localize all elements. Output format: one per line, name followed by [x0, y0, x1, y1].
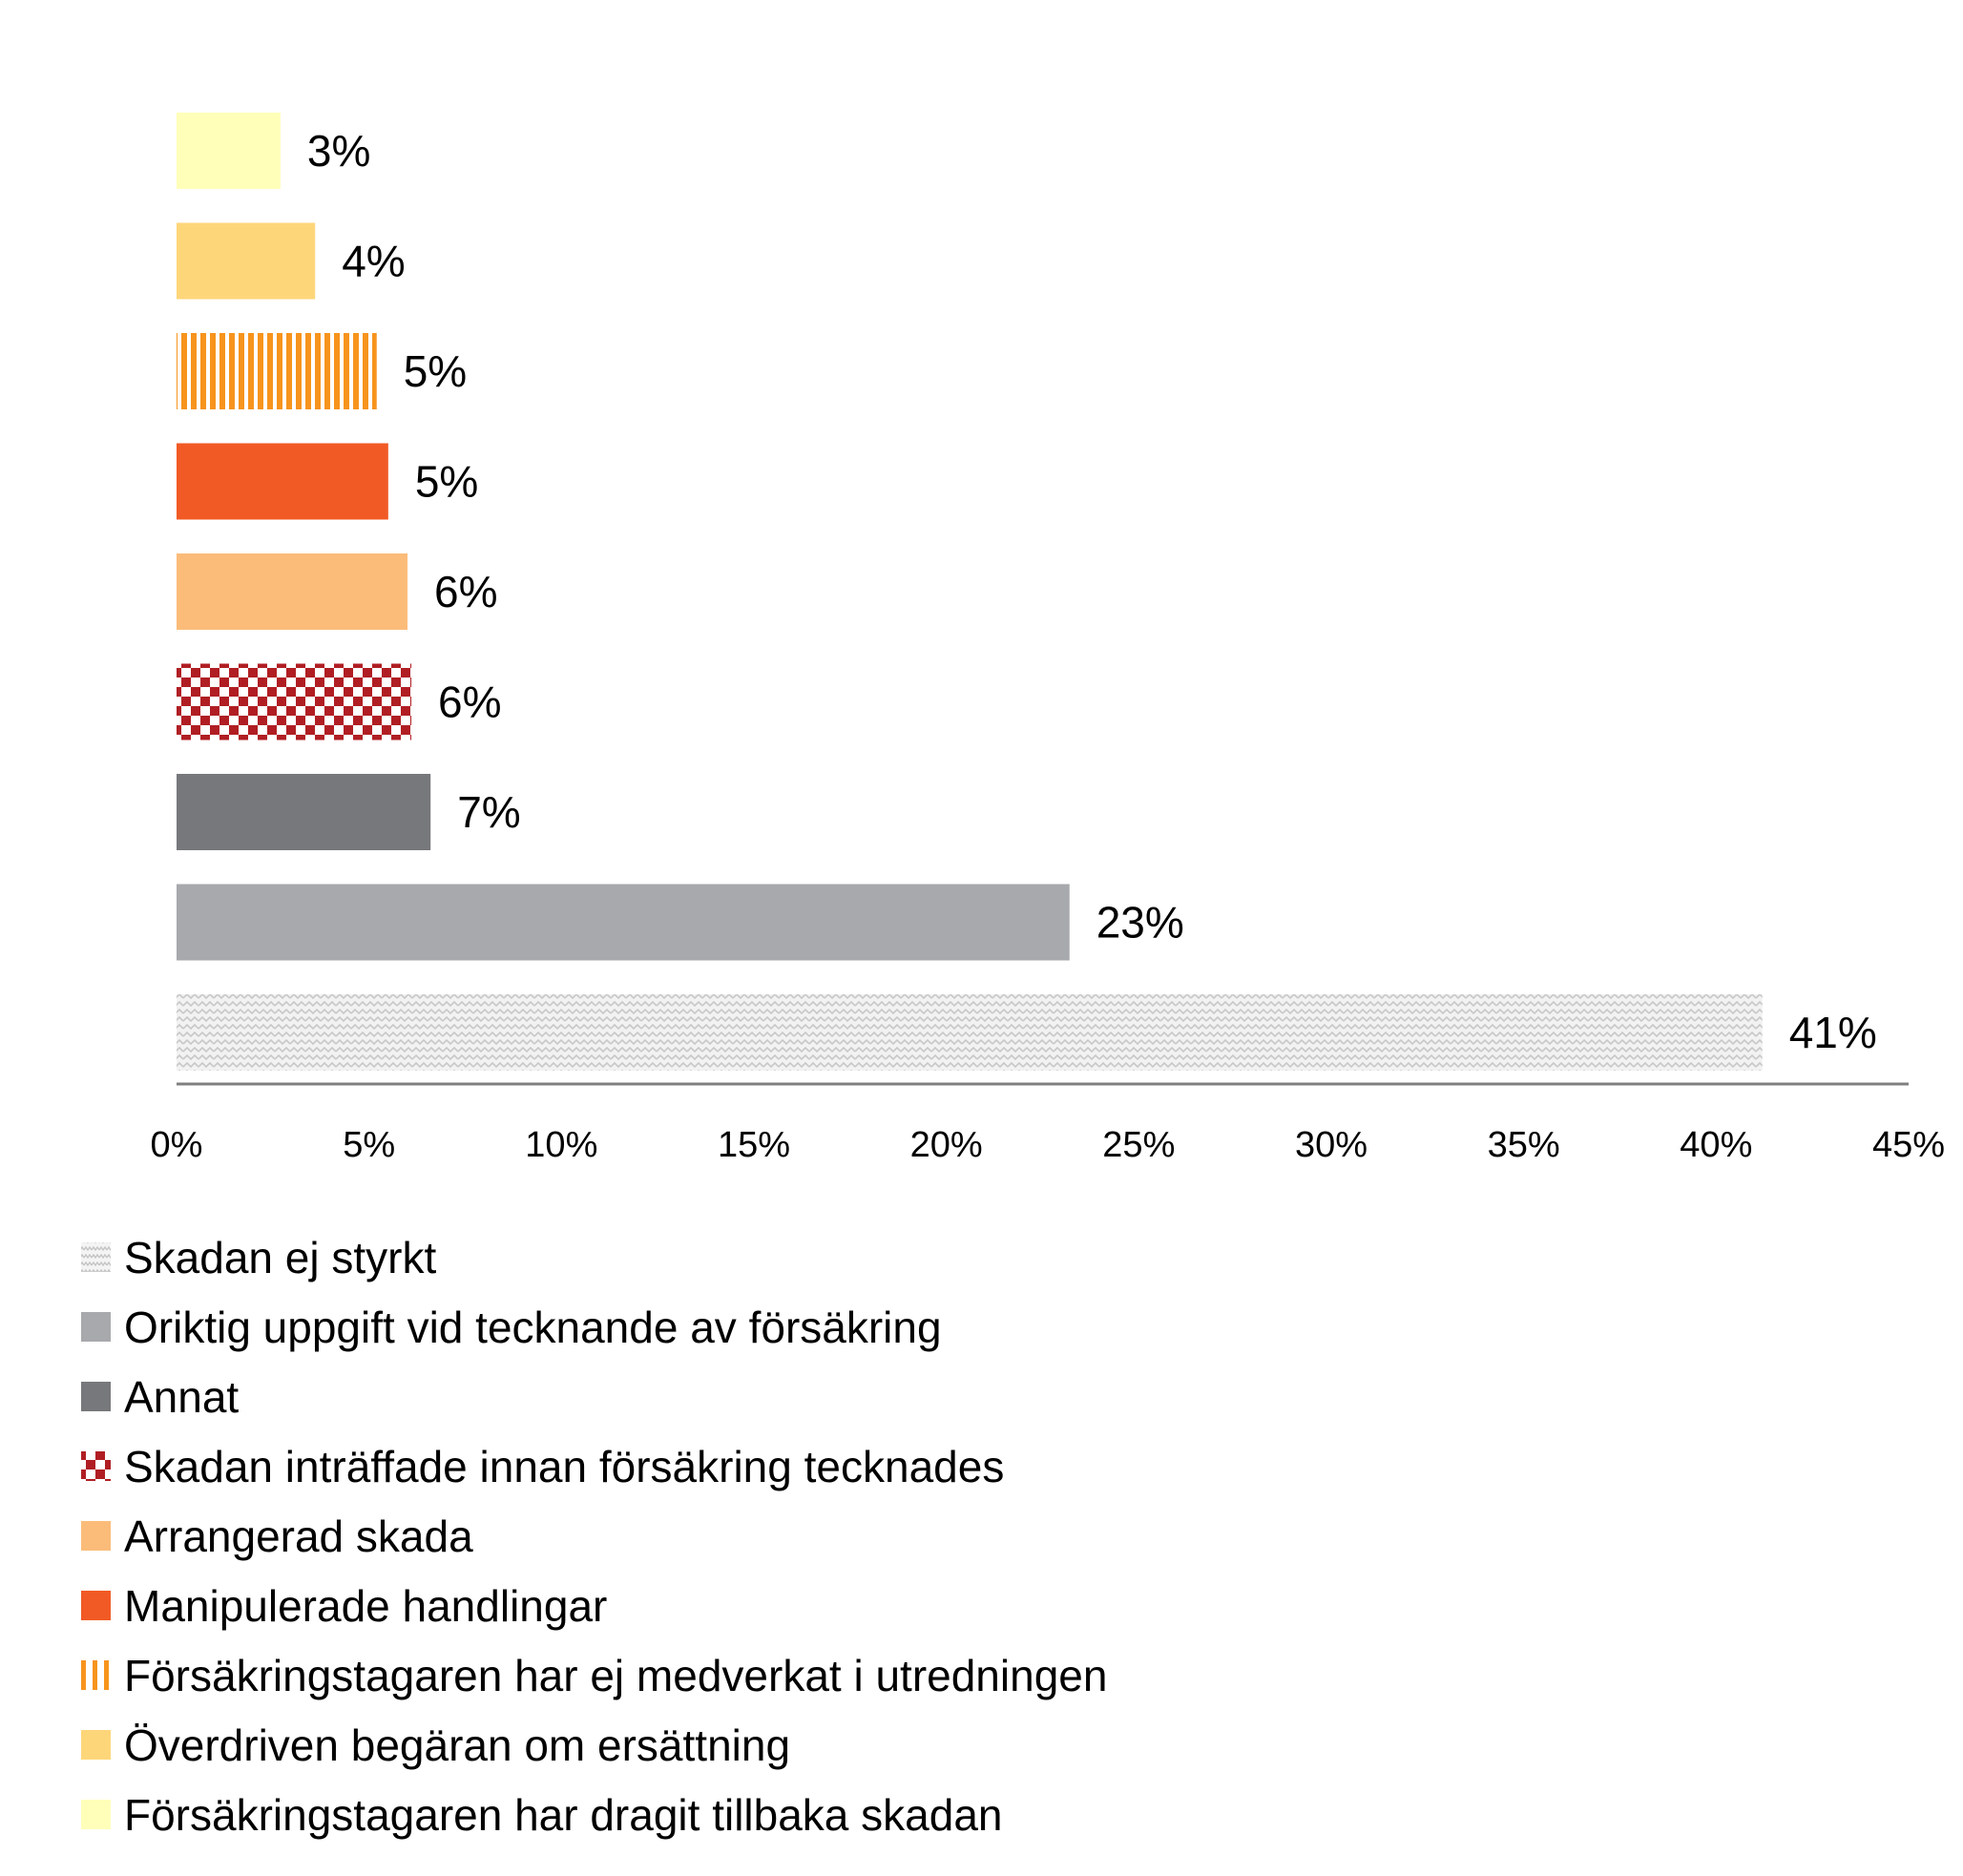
bar-annat [177, 774, 431, 850]
legend-item-skadan-intraffade-innan-forsakring-tecknades: Skadan inträffade innan försäkring teckn… [124, 1442, 1004, 1491]
legend-item-arrangerad-skada: Arrangerad skada [124, 1511, 473, 1561]
legend-swatch [81, 1382, 111, 1411]
bar-forsakringstagaren-har-dragit-tillbaka-skadan [177, 113, 281, 189]
bar-manipulerade-handlingar [177, 443, 388, 520]
x-tick-label: 0% [151, 1125, 203, 1165]
bar-value-label: 5% [404, 346, 467, 396]
legend-swatch [81, 1451, 111, 1481]
x-tick-label: 15% [718, 1125, 790, 1165]
legend-item-manipulerade-handlingar: Manipulerade handlingar [124, 1581, 607, 1631]
x-tick-label: 10% [525, 1125, 597, 1165]
x-tick-label: 30% [1295, 1125, 1368, 1165]
x-tick-label: 45% [1872, 1125, 1945, 1165]
bar-value-label: 4% [342, 237, 405, 286]
bar-value-label: 7% [457, 787, 520, 837]
bar-value-label: 3% [307, 126, 370, 176]
x-tick-label: 20% [910, 1125, 983, 1165]
x-tick-label: 40% [1680, 1125, 1752, 1165]
bars-group: 41% 23% 7% 6% 6% 5% 5% 4% 3% [177, 113, 1877, 1071]
bar-overdriven-begaran-om-ersattning [177, 222, 316, 300]
legend-item-skadan-ej-styrkt: Skadan ej styrkt [124, 1233, 436, 1282]
x-axis-ticks: 0% 5% 10% 15% 20% 25% 30% 35% 40% 45% [151, 1125, 1945, 1165]
legend: Skadan ej styrkt Oriktig uppgift vid teck… [81, 1233, 1107, 1840]
bar-skadan-ej-styrkt [177, 994, 1763, 1071]
bar-value-label: 6% [438, 677, 501, 727]
legend-item-overdriven-begaran-om-ersattning: Överdriven begäran om ersättning [124, 1720, 790, 1770]
legend-swatch [81, 1660, 111, 1690]
legend-item-forsakringstagaren-har-ej-medverkat-i-utredningen: Försäkringstagaren har ej medverkat i ut… [124, 1651, 1107, 1700]
bar-value-label: 5% [415, 457, 478, 507]
bar-forsakringstagaren-har-ej-medverkat-i-utredningen [177, 333, 377, 409]
x-tick-label: 25% [1102, 1125, 1175, 1165]
bar-value-label: 41% [1789, 1008, 1877, 1057]
legend-item-annat: Annat [124, 1372, 239, 1422]
bar-value-label: 23% [1096, 898, 1184, 948]
x-tick-label: 35% [1488, 1125, 1560, 1165]
legend-swatch [81, 1312, 111, 1342]
x-tick-label: 5% [343, 1125, 395, 1165]
bar-skadan-intraffade-innan-forsakring-tecknades [177, 663, 412, 740]
legend-item-forsakringstagaren-har-dragit-tillbaka-skadan: Försäkringstagaren har dragit tillbaka s… [124, 1790, 1003, 1840]
legend-swatch [81, 1242, 111, 1272]
bar-arrangerad-skada [177, 553, 407, 630]
legend-item-oriktig-uppgift-vid-tecknande-av-forsakring: Oriktig uppgift vid tecknande av försäkr… [124, 1303, 942, 1352]
bar-value-label: 6% [434, 567, 497, 616]
bar-oriktig-uppgift-vid-tecknande-av-forsakring [177, 884, 1070, 961]
legend-swatch [81, 1521, 111, 1551]
legend-swatch [81, 1800, 111, 1829]
legend-swatch [81, 1730, 111, 1760]
legend-swatch [81, 1591, 111, 1620]
